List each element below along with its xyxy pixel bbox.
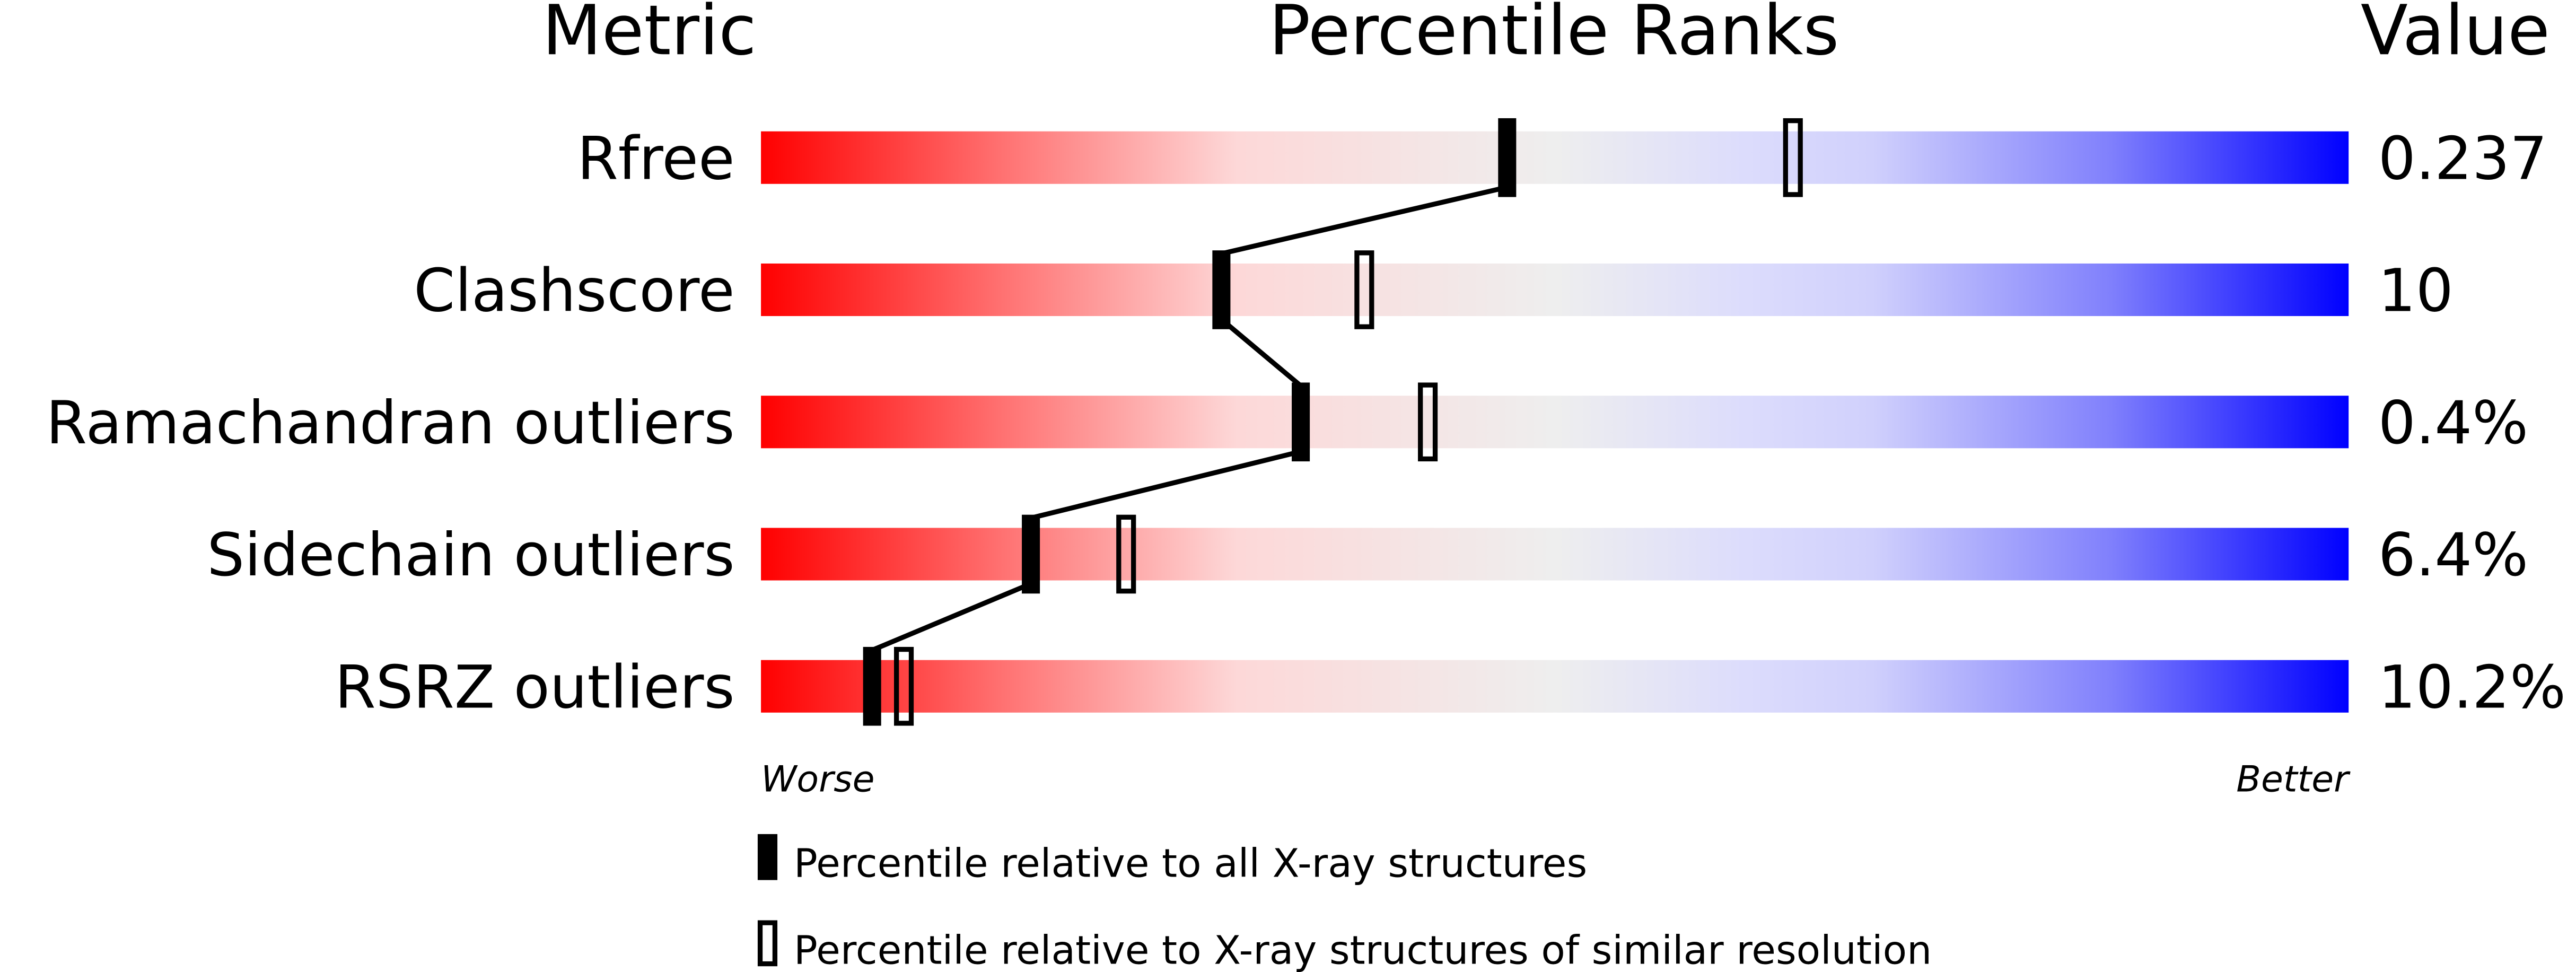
connector-line (1221, 185, 1508, 256)
worse-label: Worse (761, 758, 874, 800)
marker-all-xray (863, 646, 881, 726)
legend-open-marker-icon (757, 920, 778, 967)
metric-label: Clashscore (414, 257, 734, 326)
percentile-bar (761, 528, 2349, 581)
marker-similar-resolution (1354, 250, 1374, 329)
percentile-bar (761, 660, 2349, 713)
header-percentile: Percentile Ranks (1269, 0, 1839, 71)
marker-similar-resolution (893, 646, 914, 726)
metric-label: Ramachandran outliers (46, 389, 735, 458)
marker-similar-resolution (1116, 514, 1136, 594)
marker-all-xray (1212, 250, 1231, 329)
metric-label: RSRZ outliers (335, 653, 734, 722)
header-value: Value (2361, 0, 2550, 71)
percentile-bar (761, 263, 2349, 317)
legend-filled-marker-icon (757, 834, 778, 880)
better-label: Better (2236, 758, 2351, 800)
marker-similar-resolution (1418, 382, 1438, 462)
marker-all-xray (1498, 118, 1517, 197)
connector-line (871, 581, 1032, 653)
metric-value: 6.4% (2378, 521, 2528, 590)
marker-similar-resolution (1783, 118, 1803, 197)
marker-all-xray (1292, 382, 1310, 462)
metric-value: 10 (2378, 257, 2454, 326)
connector-line (1220, 317, 1303, 388)
header-metric: Metric (542, 0, 756, 71)
percentile-bar (761, 131, 2349, 184)
metric-label: Rfree (577, 125, 734, 193)
metric-value: 10.2% (2378, 653, 2566, 722)
percentile-bar (761, 396, 2349, 449)
marker-all-xray (1022, 514, 1040, 594)
legend-all-label: Percentile relative to all X-ray structu… (794, 840, 1587, 886)
connector-line (1030, 449, 1302, 521)
metric-value: 0.237 (2378, 125, 2547, 193)
legend-similar-label: Percentile relative to X-ray structures … (794, 927, 1932, 972)
metric-label: Sidechain outliers (207, 521, 734, 590)
metric-value: 0.4% (2378, 389, 2528, 458)
